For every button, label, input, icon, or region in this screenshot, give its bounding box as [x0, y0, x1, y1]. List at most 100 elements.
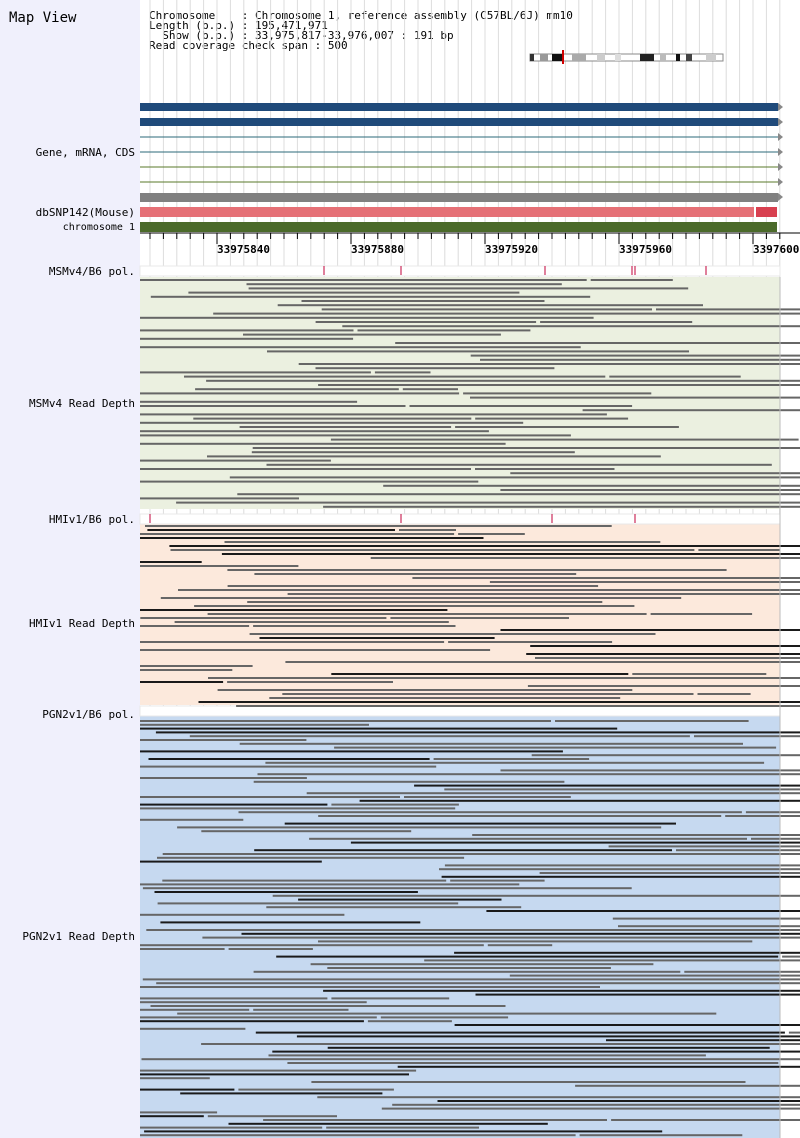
- chromosome-ideogram[interactable]: [529, 50, 724, 64]
- pgn-read: [253, 970, 681, 973]
- msm-read: [140, 392, 460, 395]
- pgn-read: [475, 993, 800, 996]
- pgn-read: [140, 986, 600, 988]
- position-ruler: [140, 232, 800, 244]
- hmi-read: [140, 641, 445, 643]
- pgn-read: [228, 948, 313, 950]
- pgn-read: [575, 1084, 800, 1087]
- length-value: 195,471,971: [254, 19, 328, 32]
- pgn-read: [189, 735, 690, 738]
- msm-read: [176, 501, 800, 504]
- msm-read: [330, 438, 799, 441]
- hmi-read: [399, 529, 456, 531]
- msm-read: [140, 316, 594, 319]
- pgn-read: [500, 769, 800, 772]
- pgn-read: [350, 841, 800, 844]
- pgn-read: [140, 1134, 576, 1137]
- ideogram-band: [615, 54, 621, 61]
- msm-read: [321, 308, 652, 311]
- hmi-read: [140, 565, 299, 567]
- pgn-read: [157, 856, 465, 859]
- pgn-read: [618, 925, 800, 928]
- gene-track[interactable]: [140, 103, 783, 232]
- pgn-read: [268, 1054, 706, 1057]
- pgn-read: [140, 1088, 235, 1091]
- hmi-read: [160, 597, 682, 599]
- msm-read: [150, 295, 591, 298]
- pgn-read: [318, 940, 753, 943]
- pgn-read: [140, 723, 369, 726]
- pgn-read: [327, 1046, 770, 1049]
- msm-read: [590, 279, 673, 281]
- msm-read: [298, 363, 800, 365]
- msm-read: [475, 468, 615, 470]
- pgn-read: [239, 742, 743, 745]
- msm-read: [140, 405, 406, 407]
- msm-read: [140, 371, 371, 374]
- label-msm-depth: MSMv4 Read Depth: [29, 397, 135, 410]
- strand-arrow: [778, 148, 783, 156]
- pgn-read: [162, 879, 447, 882]
- hmi-read: [217, 689, 633, 691]
- pgn-read: [140, 818, 244, 821]
- hmi-read: [140, 625, 250, 627]
- pgn-read: [381, 1107, 800, 1110]
- msm-read: [140, 413, 607, 416]
- pgn-read: [404, 796, 571, 798]
- pgn-read: [201, 830, 412, 833]
- pgn-read: [266, 906, 522, 909]
- pgn-read: [531, 754, 800, 757]
- msm-read: [237, 493, 800, 496]
- label-pgn-depth: PGN2v1 Read Depth: [22, 930, 135, 943]
- read-depth-tracks[interactable]: [139, 265, 800, 1138]
- pgn-read: [414, 784, 800, 787]
- msm-read: [301, 300, 545, 302]
- hmi-read: [140, 537, 484, 539]
- hmi-read: [198, 701, 800, 703]
- hmi-read: [147, 529, 395, 531]
- hmi-read: [253, 625, 456, 627]
- pgn-read: [140, 1001, 367, 1004]
- msm-read: [252, 447, 800, 449]
- ruler-tick-4: 33975960: [619, 243, 672, 256]
- pgn-read: [140, 1016, 377, 1019]
- msm-read: [510, 472, 800, 475]
- pgn-read: [579, 1134, 743, 1137]
- pgn-read: [310, 963, 654, 966]
- msm-read: [582, 409, 800, 412]
- hmi-read: [140, 561, 202, 563]
- pgn-read: [331, 997, 450, 1000]
- hmi-read: [140, 681, 224, 683]
- pgn-read: [162, 853, 800, 855]
- pgn-read: [257, 773, 800, 776]
- pgn-read: [608, 845, 800, 848]
- msm-read: [140, 434, 571, 437]
- pgn-read: [331, 803, 459, 806]
- page-title: Map View: [9, 10, 77, 26]
- mrna-bar: [140, 103, 778, 111]
- pgn-read: [327, 967, 611, 969]
- msm-read: [500, 489, 800, 491]
- pgn-read: [154, 891, 418, 893]
- msm-read: [609, 375, 741, 378]
- msm-read: [140, 346, 581, 349]
- pgn-read: [253, 780, 565, 783]
- pgn-read: [788, 1031, 800, 1034]
- msm-read: [342, 325, 800, 328]
- hmi-read: [221, 553, 800, 555]
- hmi-read: [650, 613, 753, 615]
- pgn-read: [539, 872, 800, 874]
- pgn-read: [276, 955, 779, 958]
- pgn-read: [367, 1020, 452, 1023]
- hmi-read: [170, 549, 695, 551]
- msm-read: [140, 329, 354, 332]
- hmi-read: [287, 593, 800, 595]
- pgn-read: [433, 758, 590, 760]
- pgn-read: [241, 932, 800, 935]
- label-hmi-depth: HMIv1 Read Depth: [29, 617, 135, 630]
- msm-read: [140, 279, 587, 281]
- ruler-tick-5: 33976000: [753, 243, 800, 256]
- strand-arrow: [778, 178, 783, 186]
- pgn-read: [140, 1020, 364, 1023]
